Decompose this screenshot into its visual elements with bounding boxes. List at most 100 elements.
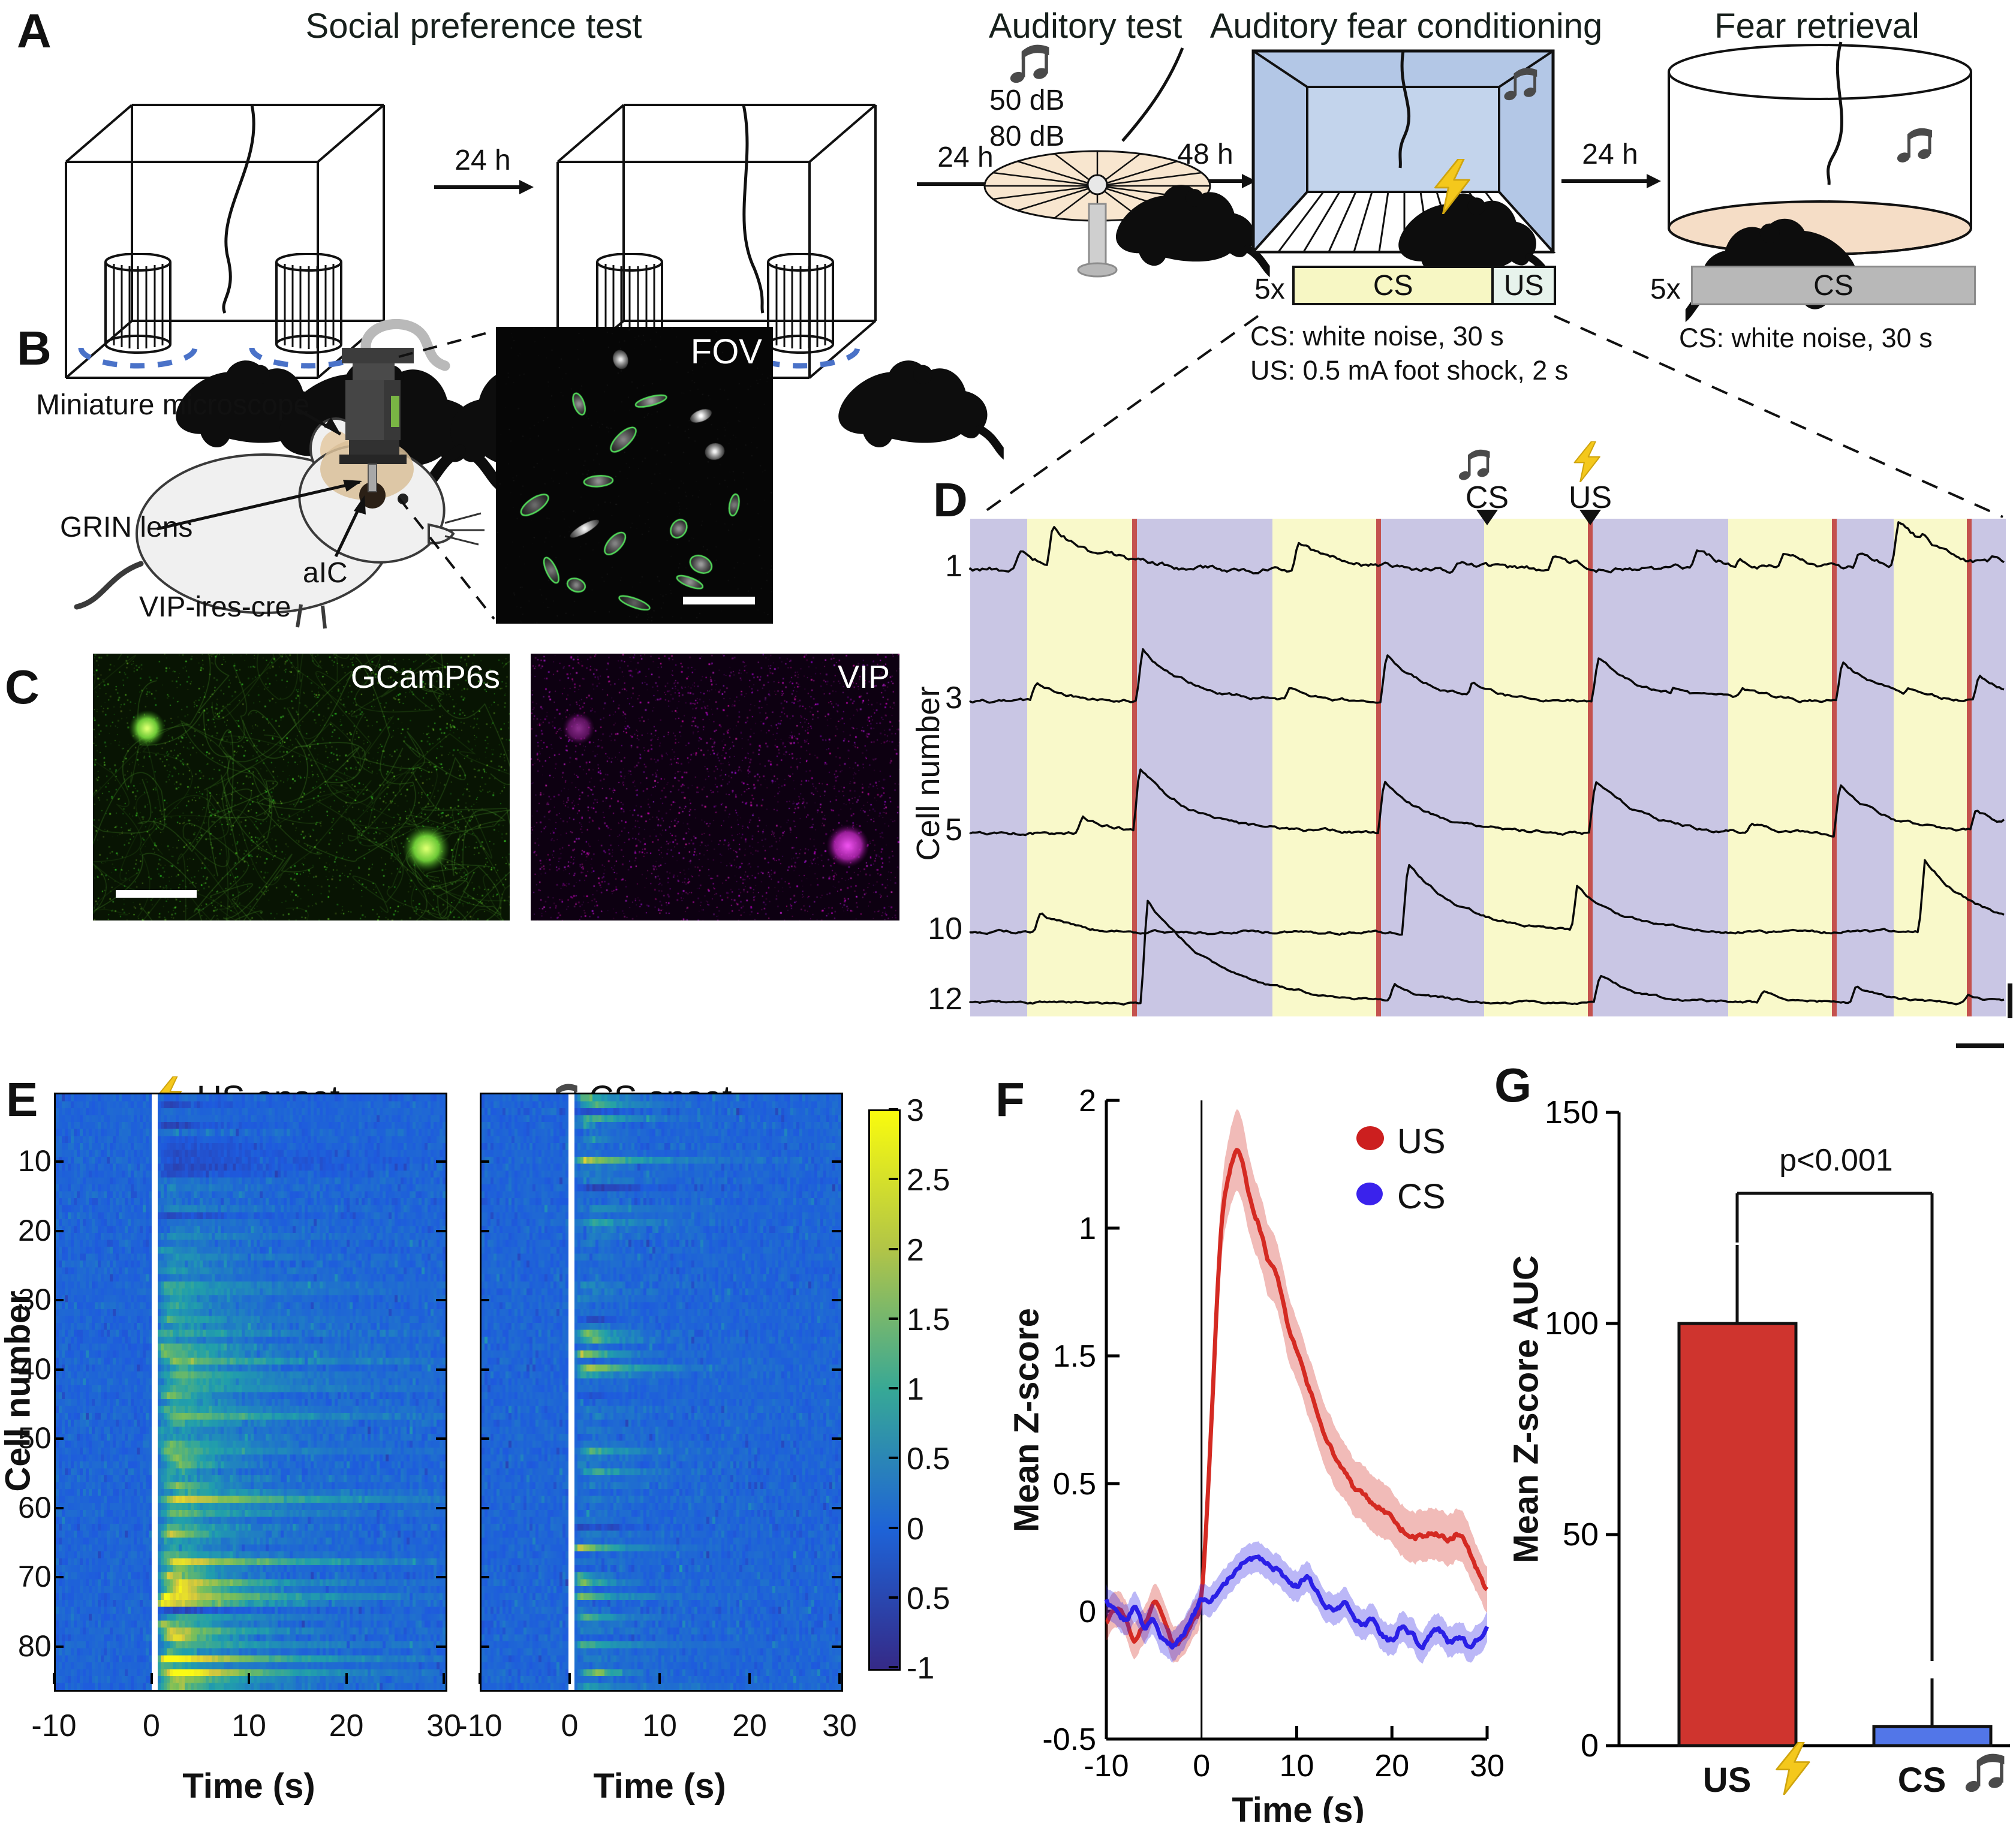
e-ytick-mark	[54, 1506, 64, 1509]
f-legend-cs: CS	[1397, 1177, 1446, 1216]
e-ytick-mark	[54, 1368, 64, 1371]
e-xtick-mark	[443, 1673, 445, 1684]
cs-bar	[1872, 1725, 1993, 1747]
colorbar-tick-mark	[889, 1666, 898, 1668]
f-xtick-label: -10	[1084, 1749, 1129, 1783]
iti-purple-band	[970, 519, 1027, 1016]
e-xtick-label: 20	[732, 1708, 767, 1743]
e-ytick-label: 50	[18, 1421, 52, 1455]
cs-period: CS	[1295, 268, 1494, 303]
f-ytick-label: 0.5	[1053, 1467, 1096, 1502]
cs-onset-heatmap	[480, 1093, 843, 1692]
e-ytick-mark	[54, 1160, 64, 1163]
e-ytick-label: 60	[18, 1490, 52, 1524]
e-ytick-mark	[436, 1506, 446, 1509]
retrieval-repeat: 5x	[1650, 273, 1681, 305]
e-ytick-label: 10	[18, 1144, 52, 1178]
panel-f-label: F	[995, 1073, 1025, 1126]
e-xtick-label: 30	[822, 1708, 857, 1743]
gcamp-label: GCamP6s	[350, 659, 500, 695]
us-mean-line	[1105, 1148, 1489, 1647]
e-ytick-label: 80	[18, 1629, 52, 1663]
cs-yellow-band	[1728, 519, 1832, 1016]
e-ytick-mark	[480, 1645, 489, 1648]
e-ytick-mark	[54, 1229, 64, 1232]
title-fear-retrieval: Fear retrieval	[1714, 7, 1919, 46]
g-cs-music-icon	[1964, 1753, 2005, 1794]
panel-d-label: D	[933, 473, 968, 527]
legend-us-dot	[1356, 1126, 1384, 1150]
d-scalebar-horizontal	[1956, 1043, 2004, 1048]
arrow-24h-3: 24 h	[1559, 138, 1661, 192]
e-ytick-mark	[832, 1229, 841, 1232]
colorbar-tick-label: 1	[907, 1372, 924, 1407]
mean-zscore-line-plot: 2 1 1.5 0.5 0 -0.5-10 0 10 20 30	[1042, 1084, 1505, 1783]
us-lightning-icon	[1573, 441, 1600, 482]
e-xtick-mark	[568, 1673, 571, 1684]
g-ytick-label: 50	[1563, 1517, 1599, 1553]
colorbar-tick-label: 2	[907, 1232, 924, 1268]
conditioning-repeat: 5x	[1254, 273, 1285, 305]
colorbar-tick-label: -1	[907, 1651, 935, 1686]
e-xtick-label: 10	[642, 1708, 677, 1743]
d-scalebar-vertical	[2008, 983, 2012, 1018]
e-ytick-mark	[480, 1576, 489, 1579]
colorbar-tick-mark	[889, 1457, 898, 1460]
whiskers	[444, 512, 485, 546]
e-xtick-mark	[53, 1673, 55, 1684]
e-xtick-label: 30	[426, 1708, 461, 1743]
iti-purple-band	[1972, 519, 2006, 1016]
e-ytick-mark	[436, 1368, 446, 1371]
e-ytick-mark	[832, 1576, 841, 1579]
iti-purple-band	[1593, 519, 1728, 1016]
gcamp-image: GCamP6s	[93, 654, 510, 920]
us-red-line	[1832, 519, 1837, 1016]
miniscope-led	[391, 396, 399, 427]
db-level-80: 80 dB	[989, 121, 1065, 152]
recording-cable	[742, 104, 765, 314]
mouse-tail	[74, 561, 144, 610]
g-us-label: US	[1702, 1761, 1752, 1800]
conditioning-protocol-bar: CS US	[1292, 266, 1556, 305]
e-ytick-label: 30	[18, 1283, 52, 1317]
e-ytick-mark	[832, 1437, 841, 1440]
f-ytick-label: 1	[1079, 1211, 1096, 1246]
db-level-50: 50 dB	[989, 85, 1065, 116]
e-xtick-mark	[748, 1673, 751, 1684]
cs-arrow-down-icon	[1476, 510, 1498, 525]
grin-lens-graphic	[368, 464, 377, 492]
cs-yellow-band	[1272, 519, 1376, 1016]
e-ytick-mark	[480, 1229, 489, 1232]
conditioning-cs-desc: CS: white noise, 30 s	[1250, 321, 1504, 351]
colorbar-tick-mark	[889, 1108, 898, 1111]
recording-cable	[1398, 50, 1411, 169]
g-us-lightning-icon	[1776, 1742, 1810, 1795]
iti-purple-band	[1837, 519, 1894, 1016]
f-ytick-label: 1.5	[1053, 1339, 1096, 1374]
us-bar	[1677, 1322, 1798, 1747]
label-miniature-microscope: Miniature microscope	[36, 389, 310, 421]
e-ytick-mark	[832, 1160, 841, 1163]
arrow-2-label: 24 h	[937, 142, 994, 173]
e-xtick-mark	[479, 1673, 481, 1684]
craniotomy-spot	[359, 482, 386, 509]
e-ytick-mark	[832, 1368, 841, 1371]
us-red-line	[1132, 519, 1137, 1016]
e-ytick-mark	[436, 1299, 446, 1302]
mouse-eye	[398, 494, 408, 504]
cs-mean-line	[1104, 1554, 1490, 1651]
e-xtick-label: -10	[457, 1708, 503, 1743]
calcium-trace	[969, 768, 2005, 838]
disk-pedestal	[1088, 203, 1107, 271]
fov-scalebar	[683, 597, 755, 604]
iti-purple-band	[1137, 519, 1272, 1016]
f-xtick-label: 20	[1374, 1749, 1409, 1783]
auditory-test-illustration	[983, 44, 1223, 282]
e-ylabel: Cell number	[0, 1290, 38, 1492]
f-ytick-label: 0	[1079, 1595, 1096, 1629]
conditioning-us-desc: US: 0.5 mA foot shock, 2 s	[1250, 355, 1569, 386]
arrow-1-label: 24 h	[455, 145, 511, 176]
colorbar-tick-mark	[889, 1317, 898, 1320]
g-ytick-label: 0	[1581, 1728, 1599, 1764]
